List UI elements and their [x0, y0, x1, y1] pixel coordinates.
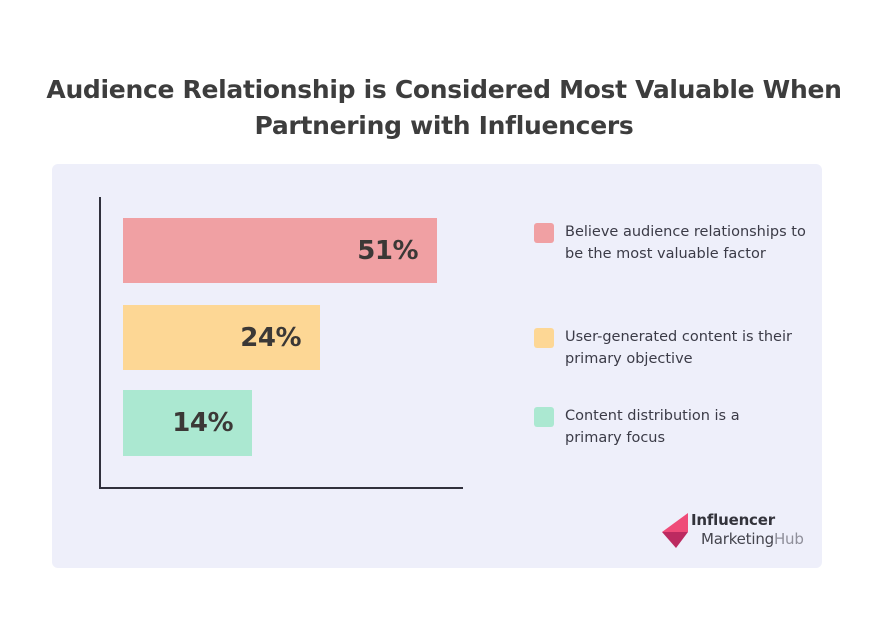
bar-value-label: 24%: [240, 322, 301, 353]
legend-label-line1: Content distribution is a: [565, 408, 740, 424]
legend-label-line2: primary objective: [565, 350, 693, 367]
logo-arrow-icon: [662, 513, 688, 548]
legend-label: User-generated content is their primary …: [565, 327, 792, 370]
logo-text-hub: Hub: [773, 530, 804, 548]
bar-value-label: 14%: [172, 408, 233, 438]
legend-label-line1: Believe audience relationships to: [565, 224, 806, 240]
logo-text-marketinghub: MarketingHub: [701, 530, 804, 548]
y-axis-line: [99, 197, 101, 489]
legend-label-line1: User-generated content is their: [565, 329, 792, 345]
logo-text-influencer: Influencer: [691, 511, 775, 529]
legend-item-user-generated-content: User-generated content is their primary …: [534, 328, 792, 370]
legend-item-audience-relationships: Believe audience relationships to be the…: [534, 223, 806, 265]
x-axis-line: [99, 487, 463, 489]
legend-item-content-distribution: Content distribution is a primary focus: [534, 407, 740, 449]
bar-audience-relationships: 51%: [123, 218, 437, 283]
legend-label-line2: primary focus: [565, 429, 666, 446]
chart-title-line2: Partnering with Influencers: [254, 111, 634, 140]
bar-value-label: 51%: [357, 235, 418, 266]
chart-title: Audience Relationship is Considered Most…: [0, 72, 888, 144]
bar-user-generated-content: 24%: [123, 305, 320, 370]
legend-swatch-mint: [534, 407, 554, 427]
influencer-marketinghub-logo: Influencer MarketingHub: [660, 510, 804, 549]
bar-content-distribution: 14%: [123, 390, 252, 456]
chart-title-line1: Audience Relationship is Considered Most…: [46, 75, 842, 104]
logo-text: Influencer MarketingHub: [691, 510, 804, 548]
legend-label: Believe audience relationships to be the…: [565, 222, 806, 265]
chart-panel: 51% 24% 14% Believe audience relationshi…: [52, 164, 822, 568]
legend-label-line2: be the most valuable factor: [565, 245, 766, 262]
legend-label: Content distribution is a primary focus: [565, 406, 740, 449]
logo-text-marketing: Marketing: [701, 530, 774, 548]
legend-swatch-pink: [534, 223, 554, 243]
legend-swatch-yellow: [534, 328, 554, 348]
